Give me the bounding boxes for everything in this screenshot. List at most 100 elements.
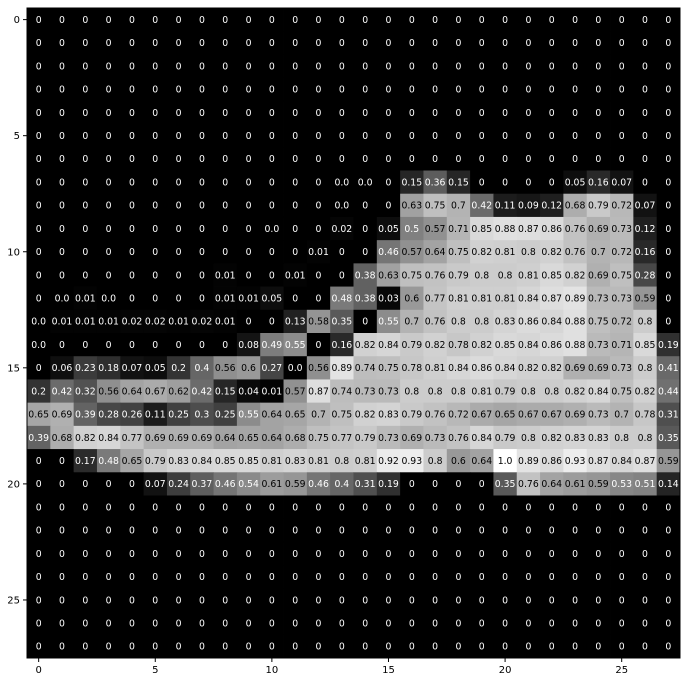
cell-value-label: 0 (362, 317, 368, 328)
heatmap-cell (166, 541, 191, 566)
cell-value-label: 0.69 (168, 433, 189, 444)
cell-value-label: 0 (246, 201, 252, 212)
heatmap-cell (656, 263, 681, 287)
heatmap-cell (516, 541, 541, 566)
heatmap-cell (143, 449, 168, 473)
heatmap-cell (260, 240, 284, 264)
cell-value-label: 0 (36, 154, 42, 165)
heatmap-cell (283, 31, 308, 55)
heatmap-cell (610, 518, 634, 543)
heatmap-cell (446, 309, 471, 334)
cell-value-label: 0.78 (401, 363, 422, 374)
cell-value-label: 0 (572, 131, 578, 142)
heatmap-cell (143, 634, 168, 659)
cell-value-label: 0 (479, 572, 485, 583)
cell-value-label: 0.84 (448, 363, 469, 374)
cell-value-label: 0 (199, 502, 205, 513)
cell-value-label: 0 (619, 38, 625, 49)
cell-value-label: 0 (82, 618, 88, 629)
cell-value-label: 0 (502, 108, 508, 119)
cell-value-label: 0.71 (448, 224, 469, 235)
heatmap-cell (516, 588, 541, 612)
cell-value-label: 0 (36, 293, 42, 304)
cell-value-label: 0.87 (588, 456, 609, 467)
heatmap-cell (633, 54, 658, 79)
cell-value-label: 0 (665, 154, 671, 165)
cell-value-label: 0 (129, 108, 135, 119)
heatmap-cell (143, 588, 168, 612)
cell-value-label: 0.86 (518, 317, 539, 328)
heatmap-cell (283, 356, 308, 380)
heatmap-cell (656, 356, 681, 380)
cell-value-label: 0.01 (215, 270, 236, 281)
cell-value-label: 0.64 (262, 410, 283, 421)
cell-value-label: 0 (246, 38, 252, 49)
heatmap-cell (213, 356, 238, 380)
cell-value-label: 0 (106, 572, 112, 583)
heatmap-cell (120, 193, 145, 218)
cell-value-label: 0 (525, 15, 531, 26)
heatmap-cell (400, 263, 424, 287)
cell-value-label: 0 (665, 177, 671, 188)
y-tick-label: 15 (7, 363, 20, 374)
heatmap-cell (213, 54, 238, 79)
heatmap-cell (190, 333, 214, 357)
heatmap-cell (236, 472, 261, 496)
heatmap-cell (96, 565, 121, 589)
x-axis-ticks: 0 5 10 15 20 25 (35, 658, 628, 676)
heatmap-cell (540, 541, 564, 566)
heatmap-value-labels: 0 0 0 0 0 0 0 0 0 0 0 0 0 0 0 0 0 0 0 0 0 0 0 0 0 0 0 00 0 0 0 0 0 0 0 0 0 0 0… (28, 15, 678, 653)
heatmap-cell (166, 54, 191, 79)
heatmap-cell (27, 124, 51, 148)
cell-value-label: 0 (129, 247, 135, 258)
heatmap-cell (73, 193, 98, 218)
cell-value-label: 0.64 (471, 456, 492, 467)
heatmap-cell (633, 402, 658, 427)
cell-value-label: 0 (59, 224, 65, 235)
cell-value-label: 0 (82, 154, 88, 165)
cell-value-label: 0 (595, 154, 601, 165)
cell-value-label: 0.76 (565, 247, 586, 258)
heatmap-cell (400, 170, 424, 195)
cell-value-label: 0 (665, 224, 671, 235)
heatmap-cell (353, 518, 378, 543)
cell-value-label: 0 (152, 224, 158, 235)
heatmap-cell (516, 263, 541, 287)
heatmap-cell (540, 100, 564, 125)
heatmap-cell (236, 31, 261, 55)
cell-value-label: 0 (222, 572, 228, 583)
heatmap-cell (190, 402, 214, 427)
heatmap-cell (470, 565, 494, 589)
cell-value-label: 0 (269, 131, 275, 142)
cell-value-label: 0 (479, 38, 485, 49)
cell-value-label: 0 (432, 595, 438, 606)
cell-value-label: 0 (106, 642, 112, 653)
cell-value-label: 0 (106, 38, 112, 49)
cell-value-label: 0.75 (331, 410, 352, 421)
cell-value-label: 0.8 (521, 247, 536, 258)
cell-value-label: 0 (432, 131, 438, 142)
heatmap-cell (423, 495, 448, 520)
cell-value-label: 0 (246, 618, 252, 629)
cell-value-label: 0.86 (541, 456, 562, 467)
cell-value-label: 0 (292, 108, 298, 119)
cell-value-label: 0 (386, 85, 392, 96)
heatmap-cell (166, 31, 191, 55)
cell-value-label: 0 (642, 108, 648, 119)
heatmap-cell (540, 309, 564, 334)
heatmap-cell (27, 425, 51, 450)
heatmap-cell (330, 565, 354, 589)
heatmap-cell (143, 124, 168, 148)
heatmap-cell (236, 124, 261, 148)
heatmap-cell (656, 286, 681, 311)
cell-value-label: 0 (106, 595, 112, 606)
cell-value-label: 0.04 (238, 386, 259, 397)
cell-value-label: 0.68 (52, 433, 73, 444)
heatmap-cell (586, 147, 611, 171)
cell-value-label: 0 (665, 108, 671, 119)
heatmap-cell (120, 495, 145, 520)
cell-value-label: 0.92 (378, 456, 399, 467)
heatmap-cell (586, 495, 611, 520)
heatmap-cell (446, 240, 471, 264)
